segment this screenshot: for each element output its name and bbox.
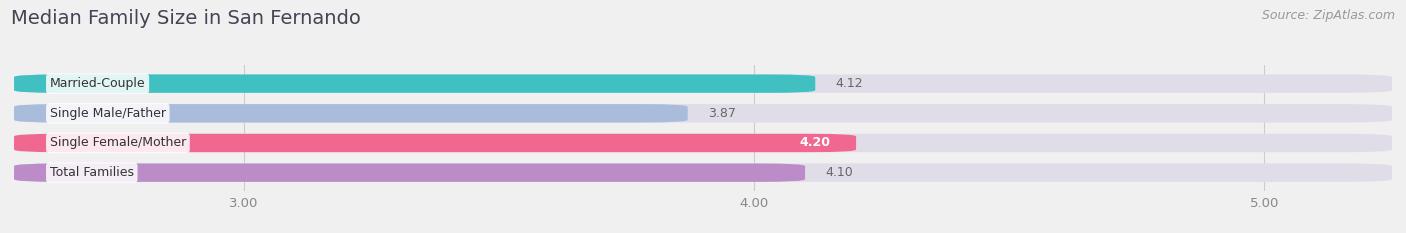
Text: 4.10: 4.10 bbox=[825, 166, 853, 179]
Text: 3.87: 3.87 bbox=[709, 107, 735, 120]
FancyBboxPatch shape bbox=[14, 134, 1392, 152]
FancyBboxPatch shape bbox=[14, 164, 806, 182]
FancyBboxPatch shape bbox=[14, 74, 815, 93]
Text: 4.20: 4.20 bbox=[800, 137, 831, 150]
Text: Single Female/Mother: Single Female/Mother bbox=[49, 137, 186, 150]
Text: Source: ZipAtlas.com: Source: ZipAtlas.com bbox=[1261, 9, 1395, 22]
Text: Total Families: Total Families bbox=[49, 166, 134, 179]
Text: Single Male/Father: Single Male/Father bbox=[49, 107, 166, 120]
Text: Median Family Size in San Fernando: Median Family Size in San Fernando bbox=[11, 9, 361, 28]
FancyBboxPatch shape bbox=[14, 164, 1392, 182]
Text: Married-Couple: Married-Couple bbox=[49, 77, 145, 90]
Text: 4.12: 4.12 bbox=[835, 77, 863, 90]
FancyBboxPatch shape bbox=[14, 104, 1392, 123]
FancyBboxPatch shape bbox=[14, 74, 1392, 93]
FancyBboxPatch shape bbox=[14, 134, 856, 152]
FancyBboxPatch shape bbox=[14, 104, 688, 123]
